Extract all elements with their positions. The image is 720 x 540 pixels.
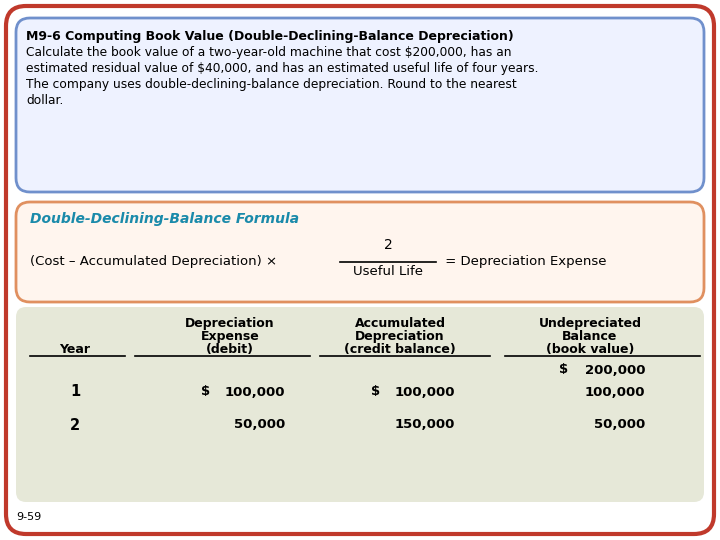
FancyBboxPatch shape bbox=[16, 202, 704, 302]
Text: 200,000: 200,000 bbox=[585, 363, 645, 376]
Text: = Depreciation Expense: = Depreciation Expense bbox=[441, 255, 606, 268]
Text: Depreciation: Depreciation bbox=[355, 330, 445, 343]
Text: $: $ bbox=[371, 386, 380, 399]
Text: 50,000: 50,000 bbox=[594, 418, 645, 431]
Text: Expense: Expense bbox=[201, 330, 259, 343]
Text: 1: 1 bbox=[70, 384, 80, 400]
FancyBboxPatch shape bbox=[16, 18, 704, 192]
FancyBboxPatch shape bbox=[6, 6, 714, 534]
FancyBboxPatch shape bbox=[16, 307, 704, 502]
Text: (credit balance): (credit balance) bbox=[344, 343, 456, 356]
Text: (book value): (book value) bbox=[546, 343, 634, 356]
Text: M9-6 Computing Book Value (Double-Declining-Balance Depreciation): M9-6 Computing Book Value (Double-Declin… bbox=[26, 30, 514, 43]
Text: 9-59: 9-59 bbox=[16, 512, 41, 522]
Text: Year: Year bbox=[60, 343, 91, 356]
Text: Double-Declining-Balance Formula: Double-Declining-Balance Formula bbox=[30, 212, 299, 226]
Text: estimated residual value of $40,000, and has an estimated useful life of four ye: estimated residual value of $40,000, and… bbox=[26, 62, 539, 75]
Text: Accumulated: Accumulated bbox=[354, 317, 446, 330]
Text: Useful Life: Useful Life bbox=[353, 265, 423, 278]
Text: 100,000: 100,000 bbox=[585, 386, 645, 399]
Text: 100,000: 100,000 bbox=[225, 386, 285, 399]
Text: The company uses double-declining-balance depreciation. Round to the nearest: The company uses double-declining-balanc… bbox=[26, 78, 517, 91]
Text: 2: 2 bbox=[70, 417, 80, 433]
Text: $: $ bbox=[201, 386, 210, 399]
Text: (debit): (debit) bbox=[206, 343, 254, 356]
Text: 150,000: 150,000 bbox=[395, 418, 455, 431]
Text: Calculate the book value of a two-year-old machine that cost $200,000, has an: Calculate the book value of a two-year-o… bbox=[26, 46, 511, 59]
Text: Depreciation: Depreciation bbox=[185, 317, 275, 330]
Text: Undepreciated: Undepreciated bbox=[539, 317, 642, 330]
Text: Balance: Balance bbox=[562, 330, 618, 343]
Text: $: $ bbox=[559, 363, 568, 376]
Text: 50,000: 50,000 bbox=[234, 418, 285, 431]
Text: 100,000: 100,000 bbox=[395, 386, 455, 399]
Text: 2: 2 bbox=[384, 238, 392, 252]
Text: (Cost – Accumulated Depreciation) ×: (Cost – Accumulated Depreciation) × bbox=[30, 255, 282, 268]
Text: dollar.: dollar. bbox=[26, 94, 63, 107]
